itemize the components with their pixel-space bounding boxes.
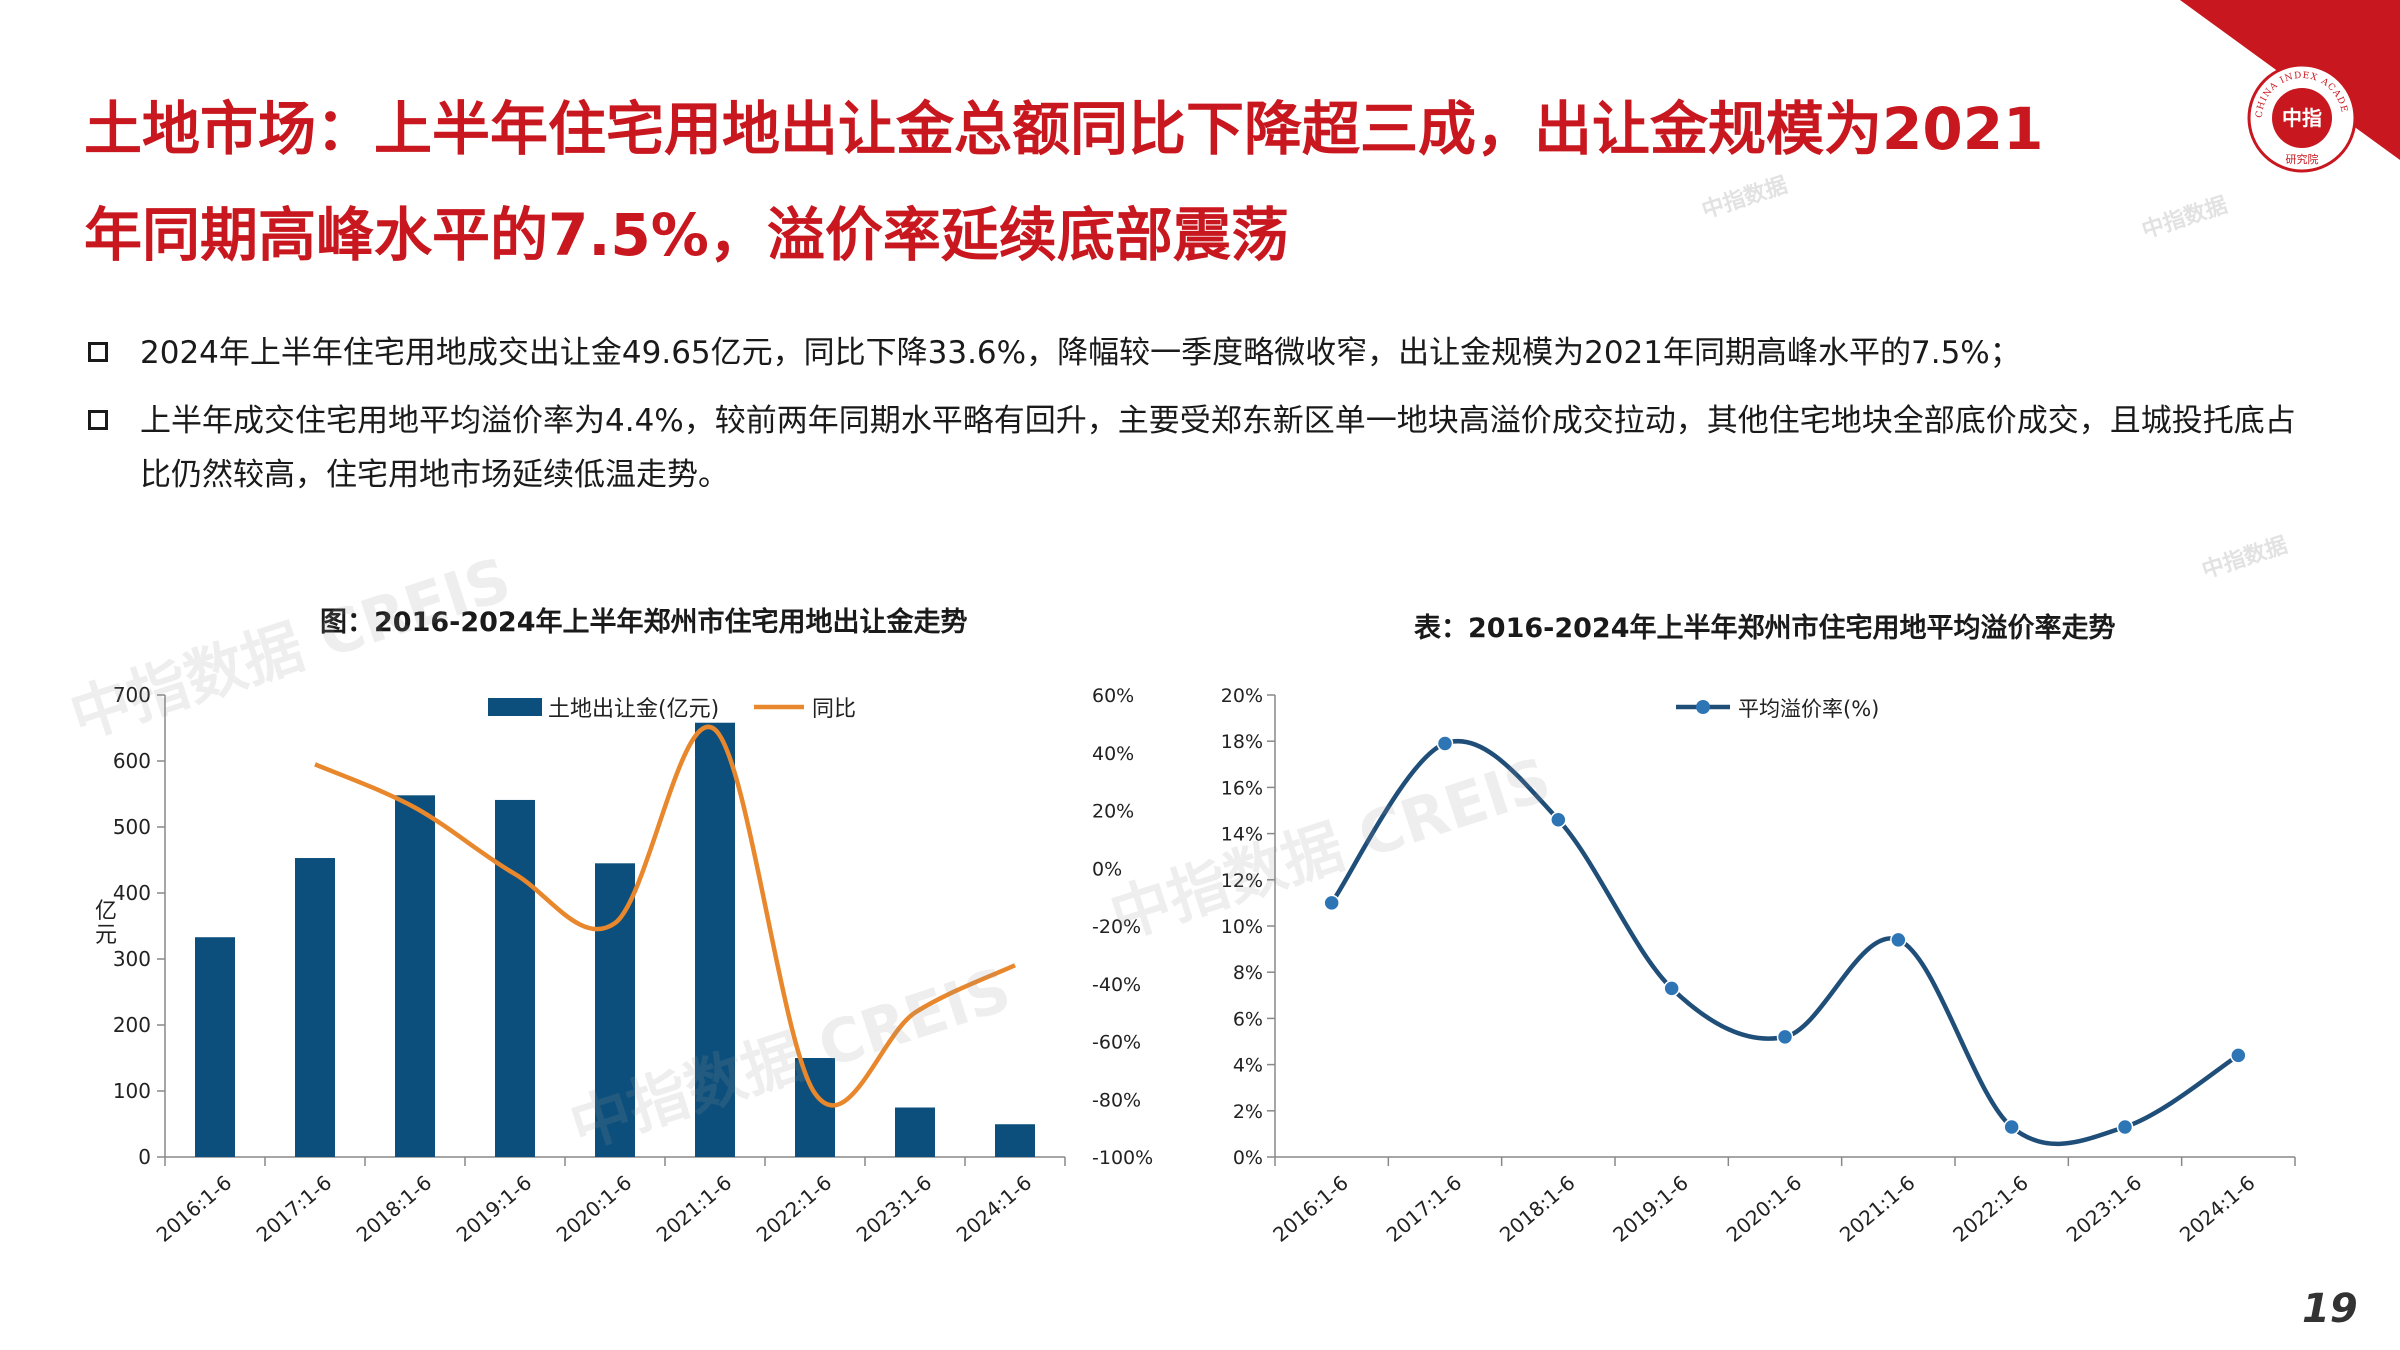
bar-2021:1-6 — [695, 722, 735, 1157]
y-tick-label: 0% — [1233, 1147, 1263, 1169]
y2-tick-label: -60% — [1092, 1032, 1141, 1054]
y-tick-label: 6% — [1233, 1008, 1263, 1030]
page-number: 19 — [2302, 1286, 2358, 1332]
point-2019:1-6 — [1663, 980, 1680, 997]
x-tick-label: 2020:1-6 — [1722, 1170, 1807, 1246]
x-tick-label: 2019:1-6 — [1608, 1170, 1693, 1246]
y-tick-label: 8% — [1233, 962, 1263, 984]
y-axis-label: 亿 — [95, 899, 117, 924]
bar-2018:1-6 — [395, 795, 435, 1157]
y2-tick-label: -40% — [1092, 974, 1141, 996]
y-tick-label: 4% — [1233, 1055, 1263, 1077]
x-tick-label: 2016:1-6 — [1268, 1170, 1353, 1246]
legend-label-line: 平均溢价率(%) — [1738, 697, 1879, 721]
point-2020:1-6 — [1776, 1028, 1794, 1046]
y-tick-label: 12% — [1221, 870, 1263, 892]
point-2024:1-6 — [2230, 1047, 2247, 1064]
point-2021:1-6 — [1890, 931, 1907, 949]
y2-tick-label: 60% — [1092, 685, 1134, 707]
y2-tick-label: 40% — [1092, 743, 1134, 765]
x-tick-label: 2018:1-6 — [1495, 1170, 1580, 1246]
y2-tick-label: 20% — [1092, 801, 1134, 823]
point-2022:1-6 — [2003, 1118, 2020, 1136]
bar-2019:1-6 — [495, 799, 535, 1157]
yoy-line — [314, 724, 1016, 1108]
x-tick-label: 2021:1-6 — [1835, 1170, 1920, 1246]
premium-rate-line — [1329, 739, 2240, 1147]
y-tick-label: 2% — [1233, 1101, 1263, 1123]
bar-2023:1-6 — [895, 1107, 935, 1157]
y-tick-label: 16% — [1221, 777, 1263, 799]
bar-2022:1-6 — [795, 1058, 835, 1157]
y2-tick-label: -100% — [1092, 1147, 1153, 1169]
chart-title-land-fee: 图：2016-2024年上半年郑州市住宅用地出让金走势 — [320, 607, 968, 638]
y-tick-label: 600 — [113, 749, 151, 773]
y2-tick-label: -80% — [1092, 1089, 1141, 1111]
bar-2016:1-6 — [195, 937, 235, 1157]
bullet-text: 2024年上半年住宅用地成交出让金49.65亿元，同比下降33.6%，降幅较一季… — [140, 335, 2021, 371]
y-tick-label: 400 — [113, 881, 151, 905]
y-tick-label: 0 — [138, 1145, 151, 1169]
bullet-square-icon — [88, 342, 108, 362]
bullet-text: 上半年成交住宅用地平均溢价率为4.4%，较前两年同期水平略有回升，主要受郑东新区… — [140, 403, 2296, 493]
y-tick-label: 100 — [113, 1079, 151, 1103]
x-tick-label: 2017:1-6 — [1382, 1170, 1467, 1246]
x-tick-label: 2024:1-6 — [2175, 1170, 2260, 1246]
x-tick-label: 2023:1-6 — [2062, 1170, 2147, 1246]
page-title-line-2: 年同期高峰水平的7.5%，溢价率延续底部震荡 — [84, 201, 1289, 269]
y-tick-label: 20% — [1221, 685, 1263, 707]
y-tick-label: 500 — [113, 815, 151, 839]
legend-label-bar: 土地出让金(亿元) — [548, 697, 719, 722]
point-2017:1-6 — [1436, 735, 1454, 752]
point-2023:1-6 — [2116, 1118, 2134, 1136]
bullet-item: 上半年成交住宅用地平均溢价率为4.4%，较前两年同期水平略有回升，主要受郑东新区… — [84, 394, 2324, 502]
legend-swatch-bar — [488, 698, 542, 716]
y-tick-label: 300 — [113, 947, 151, 971]
y2-tick-label: 0% — [1092, 858, 1122, 880]
bullet-item: 2024年上半年住宅用地成交出让金49.65亿元，同比下降33.6%，降幅较一季… — [84, 326, 2324, 380]
land-fee-bar-line-chart: 0 100 200 300 400 500 600 700 -100% -80% -60% -40% -… — [95, 683, 1153, 1247]
logo-org-cn: 中指 — [2282, 106, 2322, 130]
y-tick-label: 10% — [1221, 916, 1263, 938]
y-tick-label: 18% — [1221, 731, 1263, 753]
legend-label-line: 同比 — [812, 697, 856, 722]
chart-title-premium-rate: 表：2016-2024年上半年郑州市住宅用地平均溢价率走势 — [1414, 613, 2116, 644]
china-index-academy-logo: CHINA INDEX ACADEMY 中指 研究院 — [2246, 62, 2357, 173]
bar-2024:1-6 — [995, 1124, 1035, 1157]
y-tick-label: 700 — [113, 683, 151, 707]
bar-2020:1-6 — [595, 863, 635, 1157]
bar-2017:1-6 — [295, 858, 335, 1157]
y-tick-label: 14% — [1221, 824, 1263, 846]
point-2016:1-6 — [1323, 894, 1340, 912]
y-axis-label: 元 — [95, 923, 117, 948]
y2-tick-label: -20% — [1092, 916, 1141, 938]
logo-org-cn-bottom: 研究院 — [2286, 152, 2319, 166]
y-tick-label: 200 — [113, 1013, 151, 1037]
point-2018:1-6 — [1550, 811, 1567, 828]
bullet-square-icon — [88, 410, 108, 430]
x-tick-label: 2022:1-6 — [1948, 1170, 2033, 1246]
page-title-line-1: 土地市场：上半年住宅用地出让金总额同比下降超三成，出让金规模为2021 — [84, 95, 2044, 163]
legend-swatch-marker — [1696, 700, 1710, 714]
